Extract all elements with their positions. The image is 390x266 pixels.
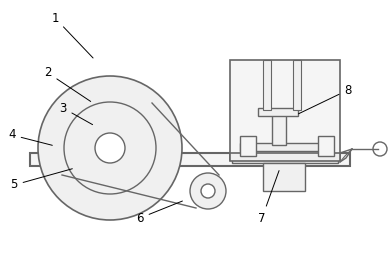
Bar xyxy=(95,100,117,157)
Circle shape xyxy=(95,133,125,163)
Circle shape xyxy=(201,184,215,198)
Bar xyxy=(232,155,338,163)
Bar xyxy=(230,60,340,160)
Bar xyxy=(293,60,301,110)
Bar xyxy=(272,115,286,145)
Bar xyxy=(240,136,256,156)
Text: 7: 7 xyxy=(258,171,279,225)
Text: 8: 8 xyxy=(298,84,352,114)
Bar xyxy=(100,136,120,156)
Text: 6: 6 xyxy=(136,201,183,225)
Text: 3: 3 xyxy=(59,102,92,125)
Bar xyxy=(318,136,334,156)
Bar xyxy=(240,143,328,151)
Text: 4: 4 xyxy=(8,128,52,145)
Circle shape xyxy=(190,173,226,209)
Text: 5: 5 xyxy=(10,169,72,192)
Bar xyxy=(30,153,350,166)
Bar xyxy=(55,143,175,155)
Bar xyxy=(263,163,305,191)
Bar xyxy=(230,153,340,161)
Text: 1: 1 xyxy=(51,11,93,58)
Bar xyxy=(75,136,95,156)
Bar xyxy=(263,60,271,110)
Text: 2: 2 xyxy=(44,66,91,101)
Bar xyxy=(258,108,298,116)
Circle shape xyxy=(38,76,182,220)
